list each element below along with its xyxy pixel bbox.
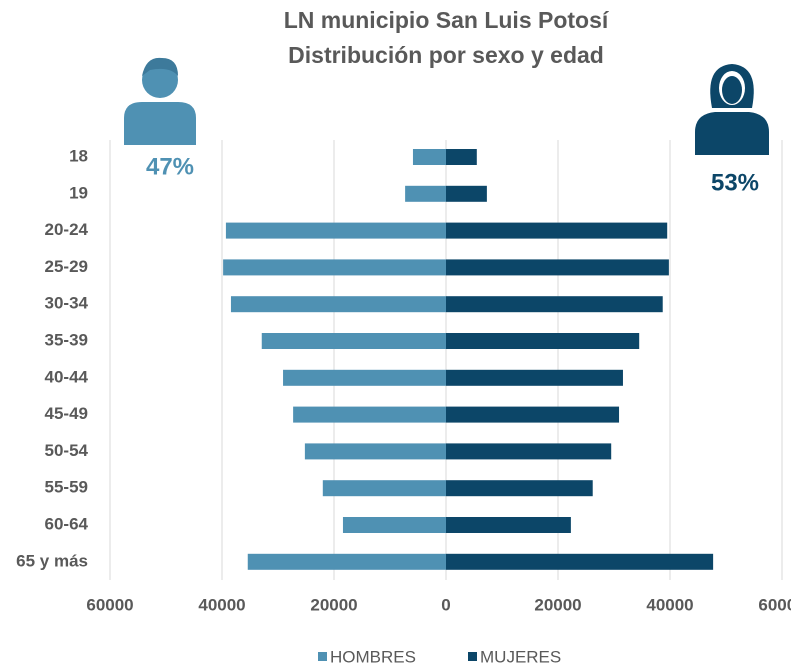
y-tick-label: 65 y más: [16, 551, 88, 570]
bar: [261, 333, 446, 349]
y-tick-label: 45-49: [45, 404, 88, 423]
bar: [446, 517, 571, 533]
bar: [412, 149, 446, 165]
bar: [446, 369, 623, 386]
bar: [446, 333, 640, 349]
chart-title: LN municipio San Luis Potosí: [284, 7, 610, 33]
legend-label: HOMBRES: [330, 647, 416, 666]
bar: [405, 185, 446, 202]
bar: [446, 259, 669, 276]
y-tick-label: 35-39: [45, 330, 88, 349]
chart-subtitle: Distribución por sexo y edad: [288, 42, 604, 68]
y-tick-label: 25-29: [45, 257, 88, 276]
legend-swatch: [468, 652, 477, 661]
bar: [446, 185, 487, 202]
x-tick-label: 40000: [198, 595, 245, 614]
y-tick-label: 60-64: [45, 514, 89, 533]
bar: [446, 553, 714, 570]
y-tick-label: 18: [69, 146, 88, 165]
x-tick-label: 20000: [534, 595, 581, 614]
x-tick-label: 0: [441, 595, 450, 614]
y-tick-label: 30-34: [45, 294, 89, 313]
bar: [446, 222, 668, 239]
bar: [223, 259, 446, 276]
bar: [225, 222, 446, 239]
x-tick-label: 40000: [646, 595, 693, 614]
legend-swatch: [318, 652, 327, 661]
bar: [304, 443, 446, 460]
bar: [293, 406, 446, 423]
female-icon: [695, 64, 769, 155]
bar: [322, 480, 446, 497]
female-share: 53%: [711, 169, 759, 196]
bar: [342, 517, 446, 533]
x-tick-label: 60000: [758, 595, 791, 614]
legend-label: MUJERES: [480, 647, 561, 666]
male-icon: [124, 57, 196, 145]
bar: [230, 296, 446, 313]
bar: [446, 406, 620, 423]
bar: [446, 480, 593, 497]
y-tick-label: 19: [69, 183, 88, 202]
x-tick-label: 60000: [86, 595, 133, 614]
y-tick-label: 55-59: [45, 478, 88, 497]
y-tick-label: 50-54: [45, 441, 89, 460]
male-share: 47%: [146, 153, 194, 180]
y-tick-label: 40-44: [45, 367, 89, 386]
bar: [446, 296, 663, 313]
y-tick-label: 20-24: [45, 220, 89, 239]
bar: [283, 369, 446, 386]
bar: [247, 553, 446, 570]
x-tick-label: 20000: [310, 595, 357, 614]
bar: [446, 149, 477, 165]
bar: [446, 443, 612, 460]
